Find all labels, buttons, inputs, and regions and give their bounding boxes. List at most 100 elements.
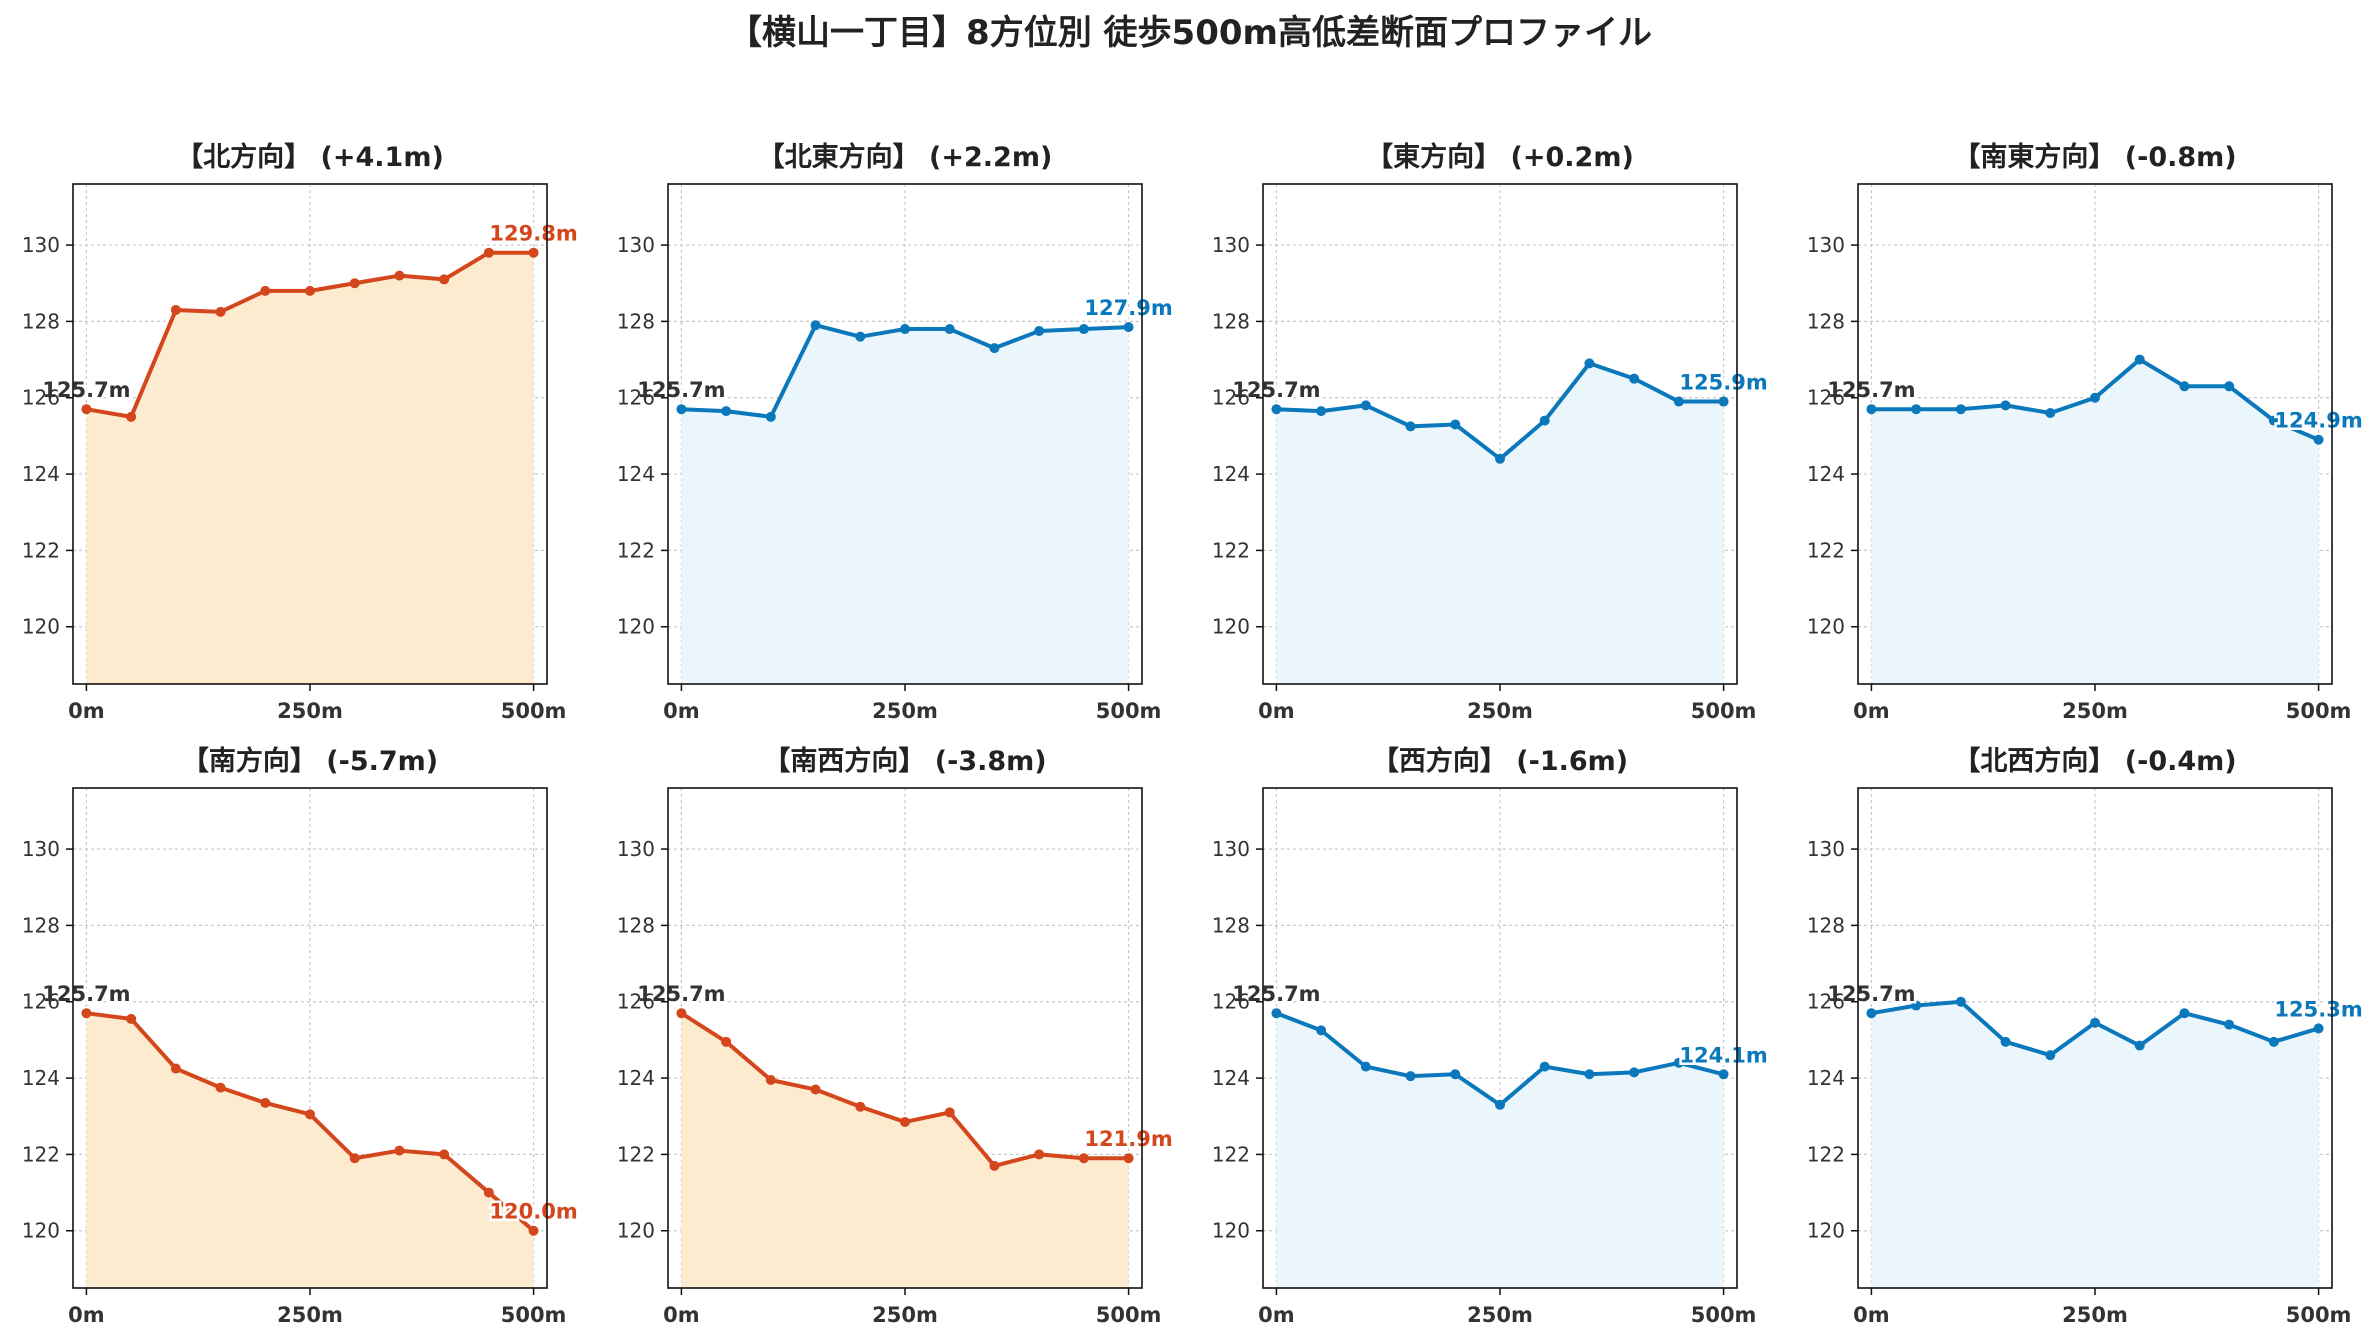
y-tick-label: 122 [1212, 1142, 1250, 1166]
x-tick-label: 0m [663, 1303, 700, 1327]
end-elevation-label: 121.9m [1084, 1127, 1172, 1151]
panel-0: 【北方向】 (+4.1m) 125.7m 129.8m 120 122 124 126 128… [22, 141, 580, 723]
profile-area [86, 252, 534, 685]
y-tick-label: 130 [1807, 233, 1845, 257]
x-tick-label: 500m [1096, 699, 1162, 723]
end-elevation-label: 129.8m [489, 222, 577, 246]
profile-area [1871, 1001, 2319, 1288]
data-point [349, 1153, 360, 1164]
data-point [1271, 1008, 1282, 1019]
y-tick-label: 130 [22, 837, 60, 861]
data-point [855, 1101, 866, 1112]
y-tick-label: 122 [1807, 538, 1845, 562]
panel-2: 【東方向】 (+0.2m) 125.7m 125.9m 120 122 124 126 128… [1212, 141, 1770, 723]
x-tick-label: 250m [277, 699, 343, 723]
data-point [765, 1074, 776, 1085]
end-elevation-label: 124.9m [2274, 409, 2362, 433]
data-point [1718, 1069, 1729, 1080]
data-point [349, 278, 360, 289]
x-tick-label: 0m [68, 699, 105, 723]
end-elevation-label: 120.0m [489, 1200, 577, 1224]
data-point [2224, 381, 2235, 392]
data-point [676, 1008, 687, 1019]
data-point [2090, 1017, 2100, 1028]
profile-area [1276, 363, 1724, 684]
data-point [528, 1225, 539, 1236]
data-point [989, 343, 1000, 354]
panel-title: 【北西方向】 (-0.4m) [1953, 745, 2236, 777]
y-tick-label: 128 [22, 309, 60, 333]
y-tick-label: 126 [1807, 386, 1845, 410]
data-point [1034, 1149, 1045, 1160]
data-point [1911, 1000, 1922, 1011]
data-point [989, 1160, 1000, 1171]
data-point [305, 285, 315, 296]
y-tick-label: 120 [1212, 1219, 1250, 1243]
data-point [305, 1109, 315, 1120]
data-point [170, 1063, 181, 1074]
y-tick-label: 122 [617, 1142, 655, 1166]
x-tick-label: 250m [872, 699, 938, 723]
data-point [1078, 324, 1089, 335]
data-point [1866, 404, 1877, 415]
y-tick-label: 124 [617, 1066, 655, 1090]
start-elevation-label: 125.7m [42, 982, 130, 1006]
y-tick-label: 122 [1212, 538, 1250, 562]
start-elevation-label: 125.7m [42, 378, 130, 402]
profile-area [1276, 1013, 1724, 1288]
y-tick-label: 130 [22, 233, 60, 257]
y-tick-label: 122 [22, 538, 60, 562]
data-point [1673, 1057, 1684, 1068]
data-point [439, 1149, 450, 1160]
y-tick-label: 130 [617, 837, 655, 861]
start-elevation-label: 125.7m [1827, 982, 1915, 1006]
data-point [2000, 400, 2011, 411]
data-point [1123, 322, 1134, 333]
data-point [2179, 1008, 2190, 1019]
data-point [2313, 434, 2324, 445]
data-point [1539, 415, 1550, 426]
y-tick-label: 128 [22, 913, 60, 937]
data-point [394, 270, 405, 281]
y-tick-label: 124 [1212, 462, 1250, 486]
x-tick-label: 250m [2062, 1303, 2128, 1327]
data-point [260, 1097, 271, 1108]
x-tick-label: 0m [1258, 1303, 1295, 1327]
data-point [81, 404, 92, 415]
x-tick-label: 500m [2286, 699, 2352, 723]
data-point [126, 1013, 137, 1024]
data-point [126, 411, 137, 422]
data-point [1718, 396, 1729, 407]
y-tick-label: 120 [1212, 615, 1250, 639]
y-tick-label: 124 [22, 462, 60, 486]
panel-5: 【南西方向】 (-3.8m) 125.7m 121.9m 120 122 124 126 12… [617, 745, 1175, 1327]
data-point [810, 1084, 821, 1095]
figure-title: 【横山一丁目】8方位別 徒歩500m高低差断面プロファイル [728, 13, 1652, 53]
y-tick-label: 122 [22, 1142, 60, 1166]
data-point [855, 331, 866, 342]
data-point [944, 324, 955, 335]
end-elevation-label: 125.3m [2274, 997, 2362, 1021]
y-tick-label: 128 [617, 913, 655, 937]
data-point [1629, 1067, 1640, 1078]
data-point [765, 411, 776, 422]
y-tick-label: 128 [617, 309, 655, 333]
data-point [1360, 400, 1371, 411]
x-tick-label: 250m [2062, 699, 2128, 723]
data-point [528, 247, 539, 258]
y-tick-label: 126 [1212, 386, 1250, 410]
data-point [1866, 1008, 1877, 1019]
x-tick-label: 250m [277, 1303, 343, 1327]
data-point [215, 306, 226, 317]
y-tick-label: 126 [1807, 990, 1845, 1014]
y-tick-label: 128 [1807, 913, 1845, 937]
x-tick-label: 500m [1691, 699, 1757, 723]
data-point [1405, 1071, 1416, 1082]
y-tick-label: 126 [22, 990, 60, 1014]
panel-3: 【南東方向】 (-0.8m) 125.7m 124.9m 120 122 124 126 12… [1807, 141, 2365, 723]
data-point [1584, 1069, 1595, 1080]
data-point [215, 1082, 226, 1093]
x-tick-label: 500m [501, 1303, 567, 1327]
panel-6: 【西方向】 (-1.6m) 125.7m 124.1m 120 122 124 126 128… [1212, 745, 1770, 1327]
data-point [1271, 404, 1282, 415]
